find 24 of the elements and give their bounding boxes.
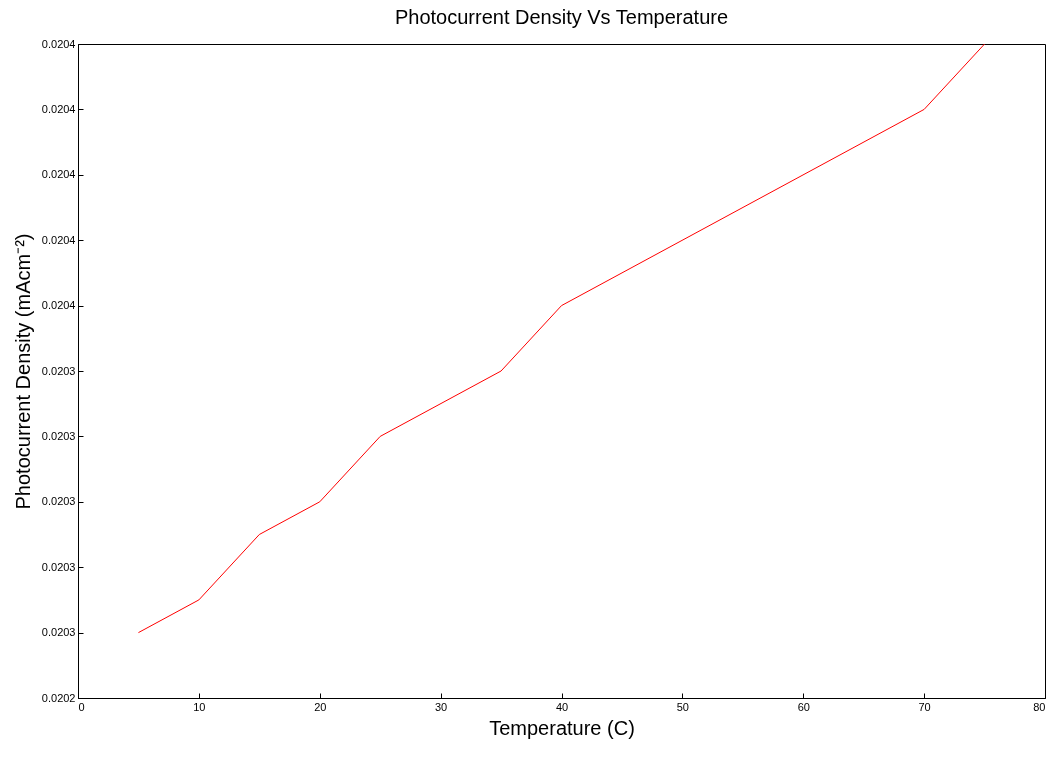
chart-title: Photocurrent Density Vs Temperature (394, 6, 729, 28)
y-tick-label: 0.0203 (41, 560, 76, 573)
x-tick-label: 20 (314, 700, 327, 713)
y-tick-label: 0.0204 (41, 168, 76, 181)
line-series (137, 44, 986, 634)
y-tick-label: 0.0204 (41, 233, 76, 246)
x-tick-label: 10 (193, 700, 206, 713)
y-tick-label: 0.0204 (41, 37, 76, 50)
y-axis-title: Photocurrent Density (mAcm⁻²) (11, 233, 34, 510)
y-tick-label: 0.0203 (41, 495, 76, 508)
x-tick-label: 50 (676, 700, 689, 713)
y-tick-label: 0.0204 (41, 299, 76, 312)
y-tick-label: 0.0203 (41, 429, 76, 442)
x-tick-label: 80 (1033, 700, 1046, 713)
x-tick-label: 60 (797, 700, 810, 713)
x-tick-label: 70 (918, 700, 931, 713)
x-axis-title: Temperature (C) (489, 716, 635, 739)
y-tick-label: 0.0202 (41, 691, 76, 704)
y-tick-label: 0.0203 (41, 626, 76, 639)
x-tick-label: 30 (435, 700, 448, 713)
y-tick-label: 0.0204 (41, 102, 76, 115)
x-tick-label: 40 (555, 700, 569, 713)
y-tick-label: 0.0203 (41, 364, 76, 377)
x-tick-label: 0 (78, 700, 85, 713)
